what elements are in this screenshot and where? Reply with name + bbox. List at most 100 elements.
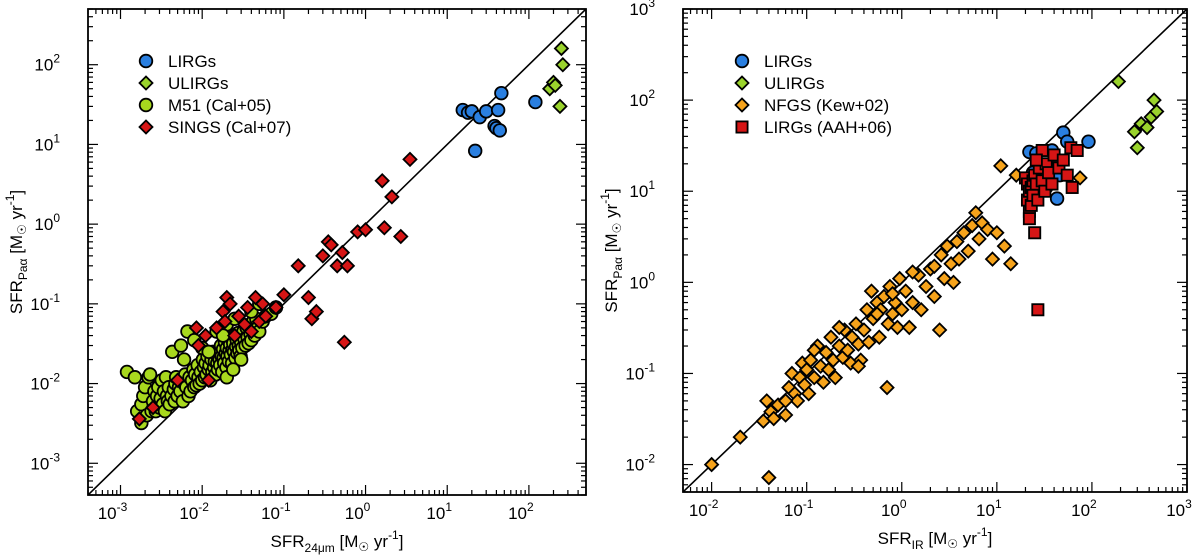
y-tick-label: 100 (34, 211, 60, 234)
tick-base: 10 (345, 504, 364, 523)
x-tick-label: 102 (508, 500, 534, 523)
tick-base: 10 (1071, 501, 1090, 520)
data-point (201, 344, 216, 360)
data-point (984, 251, 1001, 267)
tick-base: 10 (629, 0, 648, 19)
data-point (1110, 73, 1127, 90)
data-point (547, 77, 563, 94)
tick-base: 10 (625, 456, 644, 475)
tick-exponent: 1 (995, 497, 1002, 511)
tick-base: 10 (98, 504, 117, 523)
data-point (1049, 191, 1065, 206)
data-point (891, 270, 908, 287)
y-tick-label: 10-3 (30, 450, 60, 473)
data-point (933, 247, 949, 263)
label-unit: yr (958, 529, 977, 548)
data-point (989, 224, 1005, 241)
legend-marker (734, 53, 750, 69)
data-point (777, 407, 794, 423)
data-point (315, 248, 331, 264)
data-point (761, 469, 777, 486)
data-point (290, 258, 307, 274)
data-point (329, 258, 345, 274)
label-main: SFR (602, 279, 621, 313)
data-point (226, 327, 243, 344)
data-point (893, 301, 910, 318)
legend-marker (735, 120, 749, 134)
y-tick-label: 10-1 (625, 360, 655, 383)
data-point (800, 385, 817, 402)
data-point (1056, 153, 1070, 167)
label-unit: yr (7, 205, 26, 224)
tick-exponent: -3 (117, 500, 128, 514)
data-point (732, 429, 749, 445)
x-tick-label: 10-3 (98, 500, 128, 523)
y-tick-label: 102 (34, 52, 60, 75)
legend-label: NFGS (Kew+02) (764, 96, 889, 115)
data-point (971, 231, 987, 247)
data-point (402, 151, 418, 168)
label-exponent: -1 (977, 525, 988, 539)
x-tick-label: 10-2 (689, 497, 719, 520)
series-sings-cal-07- (131, 151, 418, 427)
y-tick-label: 100 (629, 269, 655, 292)
tick-exponent: 0 (364, 500, 371, 514)
data-point (323, 237, 339, 253)
label-exponent: -1 (388, 528, 399, 542)
tick-base: 10 (629, 273, 648, 292)
x-tick-label: 103 (1166, 497, 1192, 520)
data-point (1139, 119, 1155, 136)
label-main: SFR (271, 532, 305, 551)
data-point (553, 40, 570, 57)
legend: LIRGs ULIRGs NFGS (Kew+02) LIRGs (AAH+06) (734, 52, 892, 137)
data-point (926, 258, 943, 275)
x-tick-label: 10-2 (179, 500, 209, 523)
data-point (376, 220, 393, 236)
data-point (996, 238, 1013, 254)
data-point (169, 372, 186, 389)
legend-marker (138, 75, 154, 91)
y-tick-label: 101 (34, 131, 60, 154)
label-sun-symbol: ☉ (947, 537, 958, 551)
plot-frame (682, 8, 1188, 493)
x-tick-label: 102 (1071, 497, 1097, 520)
y-tick-label: 101 (629, 178, 655, 201)
tick-base: 10 (784, 501, 803, 520)
data-point (703, 456, 720, 473)
data-point (823, 329, 839, 345)
label-unit: ] (399, 532, 404, 551)
series-ulirgs (541, 40, 571, 115)
data-point (1081, 134, 1096, 149)
label-unit: ] (602, 188, 621, 193)
tick-exponent: 3 (1185, 497, 1192, 511)
tick-exponent: -2 (49, 371, 60, 385)
data-point (197, 327, 214, 344)
tick-exponent: 0 (900, 497, 907, 511)
tick-exponent: -2 (198, 500, 209, 514)
legend-label: LIRGs (764, 52, 812, 71)
label-unit: yr (369, 532, 388, 551)
data-point (755, 413, 772, 429)
data-point (904, 294, 921, 311)
data-point (127, 370, 143, 385)
label-sun-symbol: ☉ (358, 540, 369, 554)
data-point (188, 320, 205, 336)
data-point (951, 251, 967, 267)
label-unit: [M (335, 532, 359, 551)
x-tick-label: 100 (345, 500, 371, 523)
legend-marker (138, 97, 154, 113)
tick-exponent: 0 (648, 269, 655, 283)
tick-base: 10 (30, 375, 49, 394)
legend-marker (734, 97, 750, 113)
tick-exponent: 2 (527, 500, 534, 514)
data-point (861, 334, 877, 351)
tick-exponent: -2 (708, 497, 719, 511)
tick-exponent: -1 (644, 360, 655, 374)
tick-exponent: -1 (803, 497, 814, 511)
legend-label: ULIRGs (764, 74, 824, 93)
data-point (1070, 143, 1084, 157)
data-point (494, 85, 509, 101)
data-point (815, 374, 832, 391)
series-nfgs-kew-02- (703, 158, 1088, 486)
